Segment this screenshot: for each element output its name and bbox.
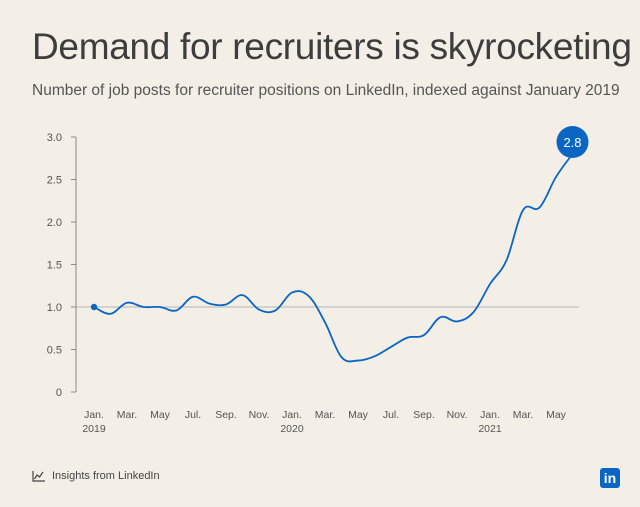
- series-line: [93, 153, 574, 363]
- x-tick-label: Jan.: [480, 409, 500, 421]
- y-tick-label: 1.0: [47, 302, 62, 314]
- linkedin-logo-icon: in: [600, 468, 620, 488]
- source-label: Insights from LinkedIn: [52, 470, 160, 482]
- y-tick-label: 2.5: [47, 175, 62, 187]
- source-credit: Insights from LinkedIn: [32, 470, 160, 482]
- x-axis: Jan. 2019 Mar. May Jul. Sep. Nov. Jan. 2020 Mar. M…: [82, 409, 566, 435]
- x-tick-label: Jul.: [185, 409, 201, 421]
- x-tick-label: Jan.: [84, 409, 104, 421]
- x-tick-label: May: [150, 409, 171, 421]
- y-axis: 0 0.5 1.0 1.5 2.0 2.5 3.0: [47, 132, 579, 399]
- x-tick-label: Nov.: [249, 409, 270, 421]
- y-tick-label: 2.0: [47, 217, 62, 229]
- start-point-marker: [90, 303, 98, 311]
- x-tick-label: Jan.: [282, 409, 302, 421]
- line-chart-icon: [32, 470, 46, 482]
- end-value-label: 2.8: [563, 135, 581, 150]
- series: 2.8: [90, 126, 589, 363]
- x-tick-label: May: [348, 409, 369, 421]
- x-tick-label: Sep.: [413, 409, 435, 421]
- y-tick-label: 3.0: [47, 132, 62, 144]
- x-tick-label: Mar.: [513, 409, 533, 421]
- x-tick-label: Sep.: [215, 409, 237, 421]
- x-tick-label: Jul.: [383, 409, 399, 421]
- chart-title: Demand for recruiters is skyrocketing: [32, 26, 632, 67]
- y-tick-label: 1.5: [47, 260, 62, 272]
- x-tick-year-label: 2019: [82, 423, 106, 435]
- x-tick-year-label: 2021: [478, 423, 502, 435]
- y-tick-label: 0.5: [47, 345, 62, 357]
- end-value-bubble: [556, 126, 589, 158]
- x-tick-label: Nov.: [447, 409, 468, 421]
- x-tick-label: Mar.: [315, 409, 335, 421]
- x-tick-label: May: [546, 409, 567, 421]
- y-tick-label: 0: [56, 387, 62, 399]
- chart-subtitle: Number of job posts for recruiter positi…: [32, 82, 620, 99]
- x-tick-year-label: 2020: [280, 423, 304, 435]
- x-tick-label: Mar.: [117, 409, 137, 421]
